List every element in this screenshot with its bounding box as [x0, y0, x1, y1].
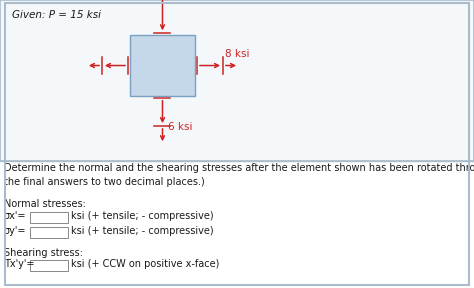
Bar: [30, 260, 68, 271]
Text: Given: P = 15 ksi: Given: P = 15 ksi: [12, 10, 101, 20]
Text: σy'=: σy'=: [4, 226, 27, 236]
Text: 8 ksi: 8 ksi: [225, 50, 249, 60]
Text: ksi (+ tensile; - compressive): ksi (+ tensile; - compressive): [71, 211, 214, 221]
Text: Normal stresses:: Normal stresses:: [4, 200, 86, 209]
Bar: [30, 227, 68, 238]
Bar: [130, 35, 195, 96]
Text: 6 ksi: 6 ksi: [168, 122, 193, 132]
Bar: [30, 212, 68, 223]
Text: Tx'y'=: Tx'y'=: [4, 259, 35, 269]
Text: Shearing stress:: Shearing stress:: [4, 248, 83, 258]
Text: ksi (+ CCW on positive x-face): ksi (+ CCW on positive x-face): [71, 259, 219, 269]
Text: σx'=: σx'=: [4, 211, 27, 221]
Text: Determine the normal and the shearing stresses after the element shown has been : Determine the normal and the shearing st…: [4, 163, 474, 187]
Text: ksi (+ tensile; - compressive): ksi (+ tensile; - compressive): [71, 226, 214, 236]
